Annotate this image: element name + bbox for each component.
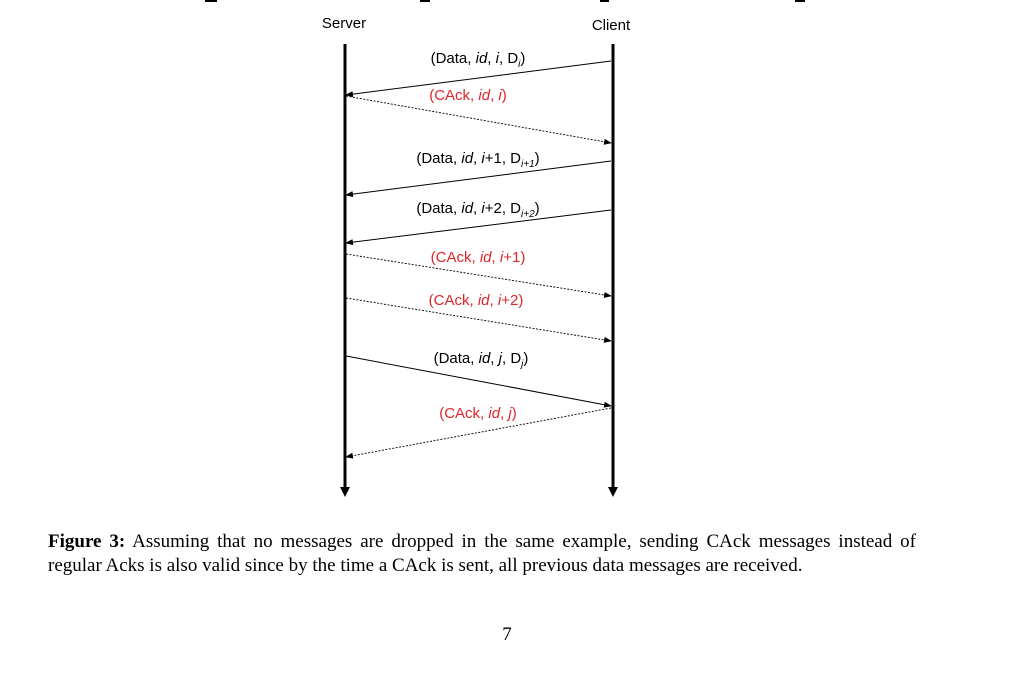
- cack-label-6: (CAck, id, i+2): [429, 292, 524, 309]
- cack-arrow-8: [345, 407, 612, 459]
- client-lifeline-arrowhead: [608, 487, 618, 497]
- cack-arrow-5: [345, 253, 612, 298]
- figure-caption-label: Figure 3:: [48, 531, 126, 552]
- figure-caption-text: Assuming that no messages are dropped in…: [48, 531, 916, 576]
- data-label-1: (Data, id, i, Di): [431, 50, 526, 70]
- top-cutoff-remnant: [205, 0, 805, 2]
- message-arrows: [345, 60, 612, 459]
- server-lifeline-arrowhead: [340, 487, 350, 497]
- data-arrow-3: [345, 160, 612, 198]
- data-label-3: (Data, id, i+1, Di+1): [416, 150, 539, 170]
- cack-label-5: (CAck, id, i+1): [431, 249, 526, 266]
- figure-caption: Figure 3: Assuming that no messages are …: [48, 530, 916, 578]
- cack-arrow-2: [345, 95, 612, 145]
- cack-label-8: (CAck, id, j): [439, 405, 517, 422]
- message-labels: (Data, id, i, Di) (CAck, id, i) (Data, id,…: [416, 50, 539, 422]
- page-number: 7: [502, 624, 512, 645]
- server-label: Server: [322, 15, 366, 32]
- data-arrow-7: [345, 355, 612, 408]
- data-label-7: (Data, id, j, Dj): [434, 350, 529, 370]
- cack-arrow-6: [345, 297, 612, 343]
- data-arrow-4: [345, 209, 612, 246]
- data-arrow-1: [345, 60, 612, 98]
- client-label: Client: [592, 17, 631, 34]
- cack-label-2: (CAck, id, i): [429, 87, 507, 104]
- sequence-diagram: Server Client (Data, id, i, Di) (CAck, id…: [205, 0, 805, 497]
- data-label-4: (Data, id, i+2, Di+2): [416, 200, 539, 220]
